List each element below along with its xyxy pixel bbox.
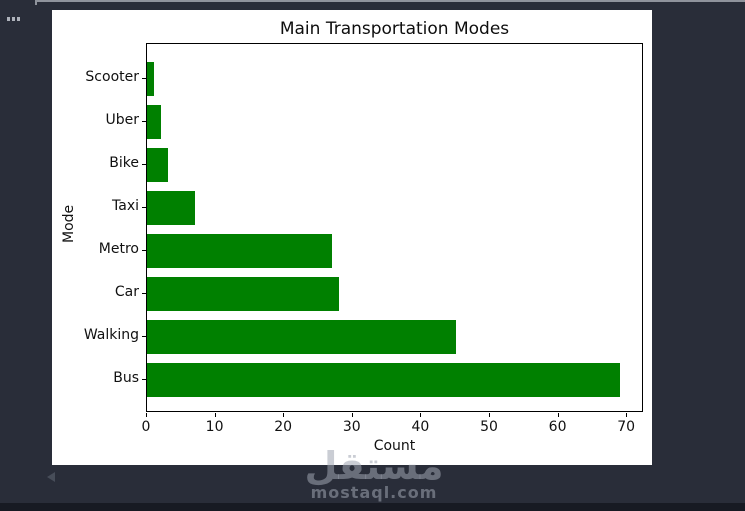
y-tick-label: Metro <box>98 241 139 257</box>
x-tick-mark <box>283 413 285 417</box>
bar-bike <box>147 148 168 182</box>
bar-metro <box>147 234 333 268</box>
bar-uber <box>147 105 161 139</box>
y-tick-mark <box>142 164 146 165</box>
x-tick-mark <box>626 413 628 417</box>
y-tick-mark <box>142 121 146 122</box>
bar-taxi <box>147 191 196 225</box>
y-tick-mark <box>142 207 146 208</box>
x-tick-mark <box>557 413 559 417</box>
y-tick-label: Walking <box>83 327 139 343</box>
bar-car <box>147 277 340 311</box>
ellipsis-menu-icon[interactable] <box>7 17 20 21</box>
x-tick-label: 40 <box>411 419 430 435</box>
y-tick-label: Bike <box>109 155 139 171</box>
y-tick-label: Car <box>114 284 139 300</box>
x-tick-label: 0 <box>141 419 151 435</box>
x-tick-label: 70 <box>617 419 636 435</box>
bar-scooter <box>147 62 154 96</box>
ellipsis-dot <box>12 17 15 21</box>
y-tick-mark <box>142 379 146 380</box>
y-tick-mark <box>142 78 146 79</box>
chart-panel: Main Transportation Modes Mode Scooter Ub… <box>52 10 652 465</box>
back-arrow-icon[interactable] <box>47 472 55 482</box>
bottom-bar <box>0 503 745 511</box>
ellipsis-dot <box>17 17 20 21</box>
x-tick-mark <box>488 413 490 417</box>
top-border-line <box>35 0 745 2</box>
y-axis-label: Mode <box>61 204 77 243</box>
x-tick-mark <box>214 413 216 417</box>
y-tick-mark <box>142 293 146 294</box>
plot-area <box>146 43 643 412</box>
y-tick-mark <box>142 250 146 251</box>
chart-title: Main Transportation Modes <box>279 19 510 39</box>
y-tick-label: Uber <box>105 112 139 128</box>
bar-walking <box>147 320 456 354</box>
x-tick-mark <box>146 413 147 417</box>
watermark-url: mostaql.com <box>310 483 438 502</box>
y-tick-label: Taxi <box>112 198 139 214</box>
bar-bus <box>147 363 621 397</box>
x-tick-label: 20 <box>274 419 293 435</box>
x-tick-label: 50 <box>480 419 498 435</box>
x-tick-mark <box>351 413 353 417</box>
x-tick-label: 60 <box>548 419 567 435</box>
x-tick-label: 30 <box>342 419 361 435</box>
x-tick-mark <box>420 413 422 417</box>
x-tick-label: 10 <box>205 419 224 435</box>
y-tick-label: Scooter <box>85 69 139 85</box>
x-axis-label: Count <box>373 438 416 454</box>
top-border-corner <box>35 0 37 5</box>
y-tick-mark <box>142 336 146 337</box>
y-tick-label: Bus <box>113 370 139 386</box>
ellipsis-dot <box>7 17 10 21</box>
